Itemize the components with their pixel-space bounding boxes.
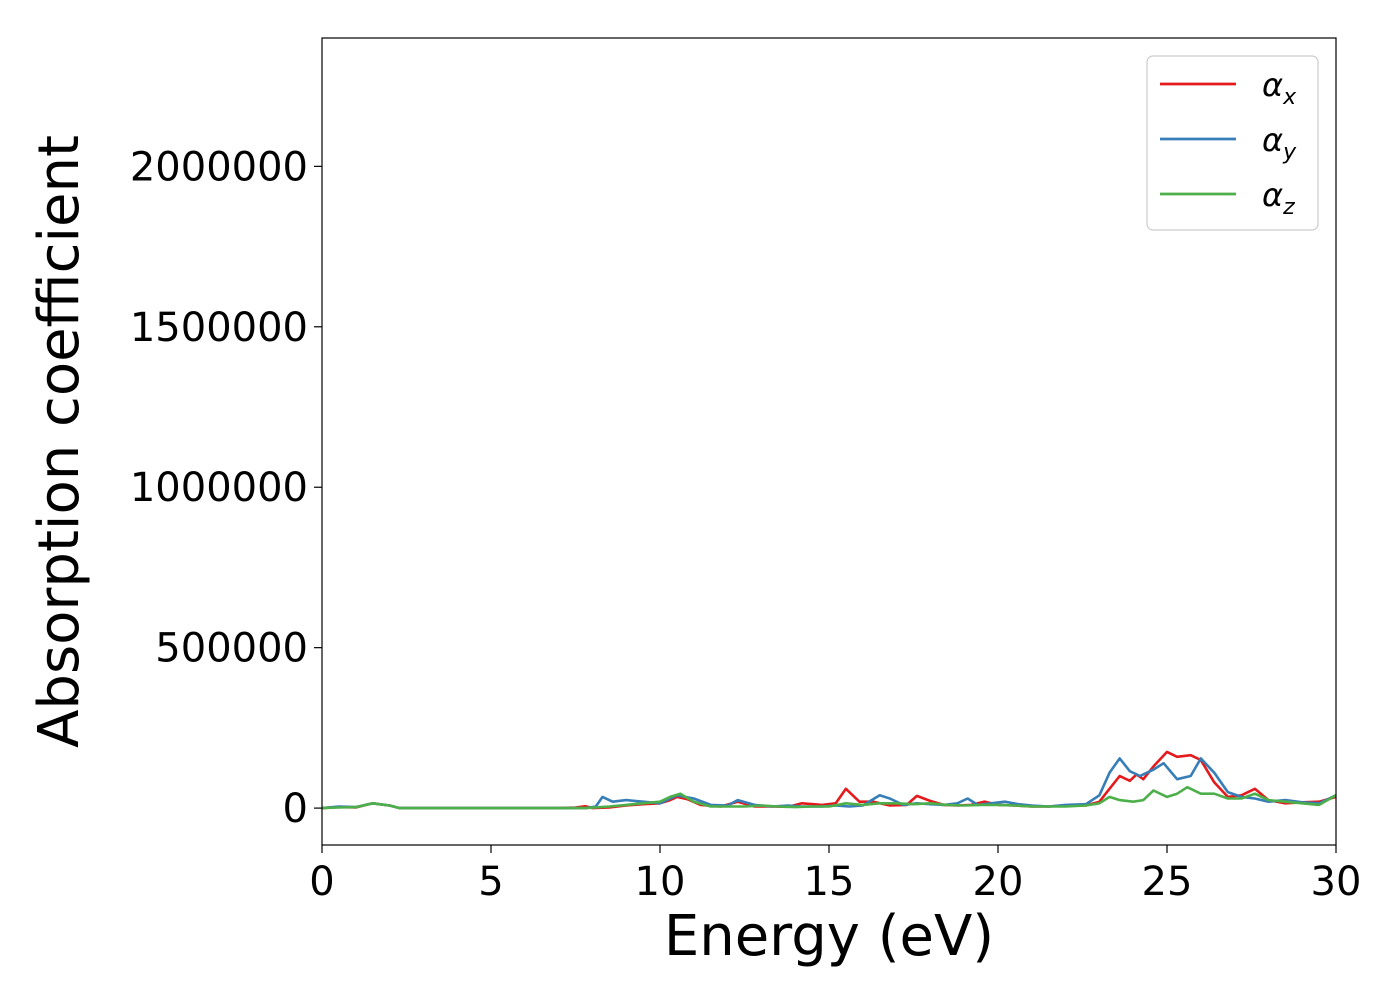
legend-subscript: x bbox=[1282, 85, 1297, 110]
x-tick-label: 30 bbox=[1311, 859, 1362, 905]
x-tick-label: 5 bbox=[478, 859, 503, 905]
legend-subscript: y bbox=[1282, 140, 1297, 165]
y-tick-label: 500000 bbox=[155, 626, 308, 672]
series-line-alpha-z bbox=[322, 785, 1336, 810]
legend-box bbox=[1146, 55, 1319, 231]
x-tick-label: 20 bbox=[973, 859, 1024, 905]
series-line-alpha-y bbox=[322, 757, 1336, 810]
y-tick-label: 1500000 bbox=[130, 305, 308, 351]
x-tick-label: 10 bbox=[635, 859, 686, 905]
y-axis-title: Absorption coefficient bbox=[27, 135, 92, 748]
plot-area bbox=[322, 750, 1336, 810]
x-tick-label: 15 bbox=[804, 859, 855, 905]
x-tick-label: 25 bbox=[1142, 859, 1193, 905]
y-tick-label: 0 bbox=[283, 786, 308, 832]
legend-label-alpha-z: αz bbox=[1262, 176, 1295, 220]
series-line-alpha-x bbox=[322, 750, 1336, 810]
axis-ticks: 0 5 10 15 20 25 30 0 500000 1000000 1500000 2000000 bbox=[130, 144, 1362, 905]
y-tick-label: 1000000 bbox=[130, 465, 308, 511]
x-tick-label: 0 bbox=[309, 859, 334, 905]
x-axis-title: Energy (eV) bbox=[664, 904, 994, 969]
legend-subscript: z bbox=[1282, 195, 1295, 220]
y-tick-label: 2000000 bbox=[130, 144, 308, 190]
